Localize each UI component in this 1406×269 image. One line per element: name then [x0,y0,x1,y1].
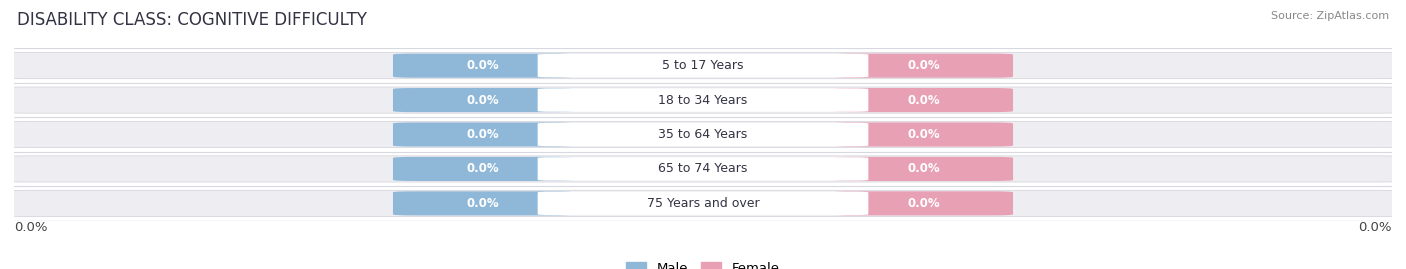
Text: 18 to 34 Years: 18 to 34 Years [658,94,748,107]
Legend: Male, Female: Male, Female [623,258,783,269]
FancyBboxPatch shape [0,190,1406,217]
FancyBboxPatch shape [394,191,572,215]
FancyBboxPatch shape [537,88,869,112]
FancyBboxPatch shape [834,88,1012,112]
Text: 0.0%: 0.0% [907,197,939,210]
Text: 0.0%: 0.0% [467,128,499,141]
FancyBboxPatch shape [0,121,1406,148]
FancyBboxPatch shape [537,54,869,77]
Text: 0.0%: 0.0% [467,162,499,175]
FancyBboxPatch shape [834,122,1012,147]
FancyBboxPatch shape [537,192,869,215]
FancyBboxPatch shape [394,157,572,181]
Text: 0.0%: 0.0% [1358,221,1392,234]
Text: Source: ZipAtlas.com: Source: ZipAtlas.com [1271,11,1389,21]
FancyBboxPatch shape [0,87,1406,113]
FancyBboxPatch shape [834,157,1012,181]
FancyBboxPatch shape [834,54,1012,78]
Text: 0.0%: 0.0% [907,94,939,107]
Text: 0.0%: 0.0% [467,59,499,72]
FancyBboxPatch shape [537,123,869,146]
FancyBboxPatch shape [834,191,1012,215]
FancyBboxPatch shape [394,54,572,78]
Text: 0.0%: 0.0% [907,128,939,141]
Text: 65 to 74 Years: 65 to 74 Years [658,162,748,175]
Text: 35 to 64 Years: 35 to 64 Years [658,128,748,141]
FancyBboxPatch shape [537,157,869,181]
FancyBboxPatch shape [394,122,572,147]
Text: 0.0%: 0.0% [467,197,499,210]
Text: 0.0%: 0.0% [907,59,939,72]
Text: 0.0%: 0.0% [14,221,48,234]
Text: 5 to 17 Years: 5 to 17 Years [662,59,744,72]
Text: DISABILITY CLASS: COGNITIVE DIFFICULTY: DISABILITY CLASS: COGNITIVE DIFFICULTY [17,11,367,29]
FancyBboxPatch shape [394,88,572,112]
Text: 0.0%: 0.0% [907,162,939,175]
Text: 75 Years and over: 75 Years and over [647,197,759,210]
FancyBboxPatch shape [0,156,1406,182]
FancyBboxPatch shape [0,52,1406,79]
Text: 0.0%: 0.0% [467,94,499,107]
